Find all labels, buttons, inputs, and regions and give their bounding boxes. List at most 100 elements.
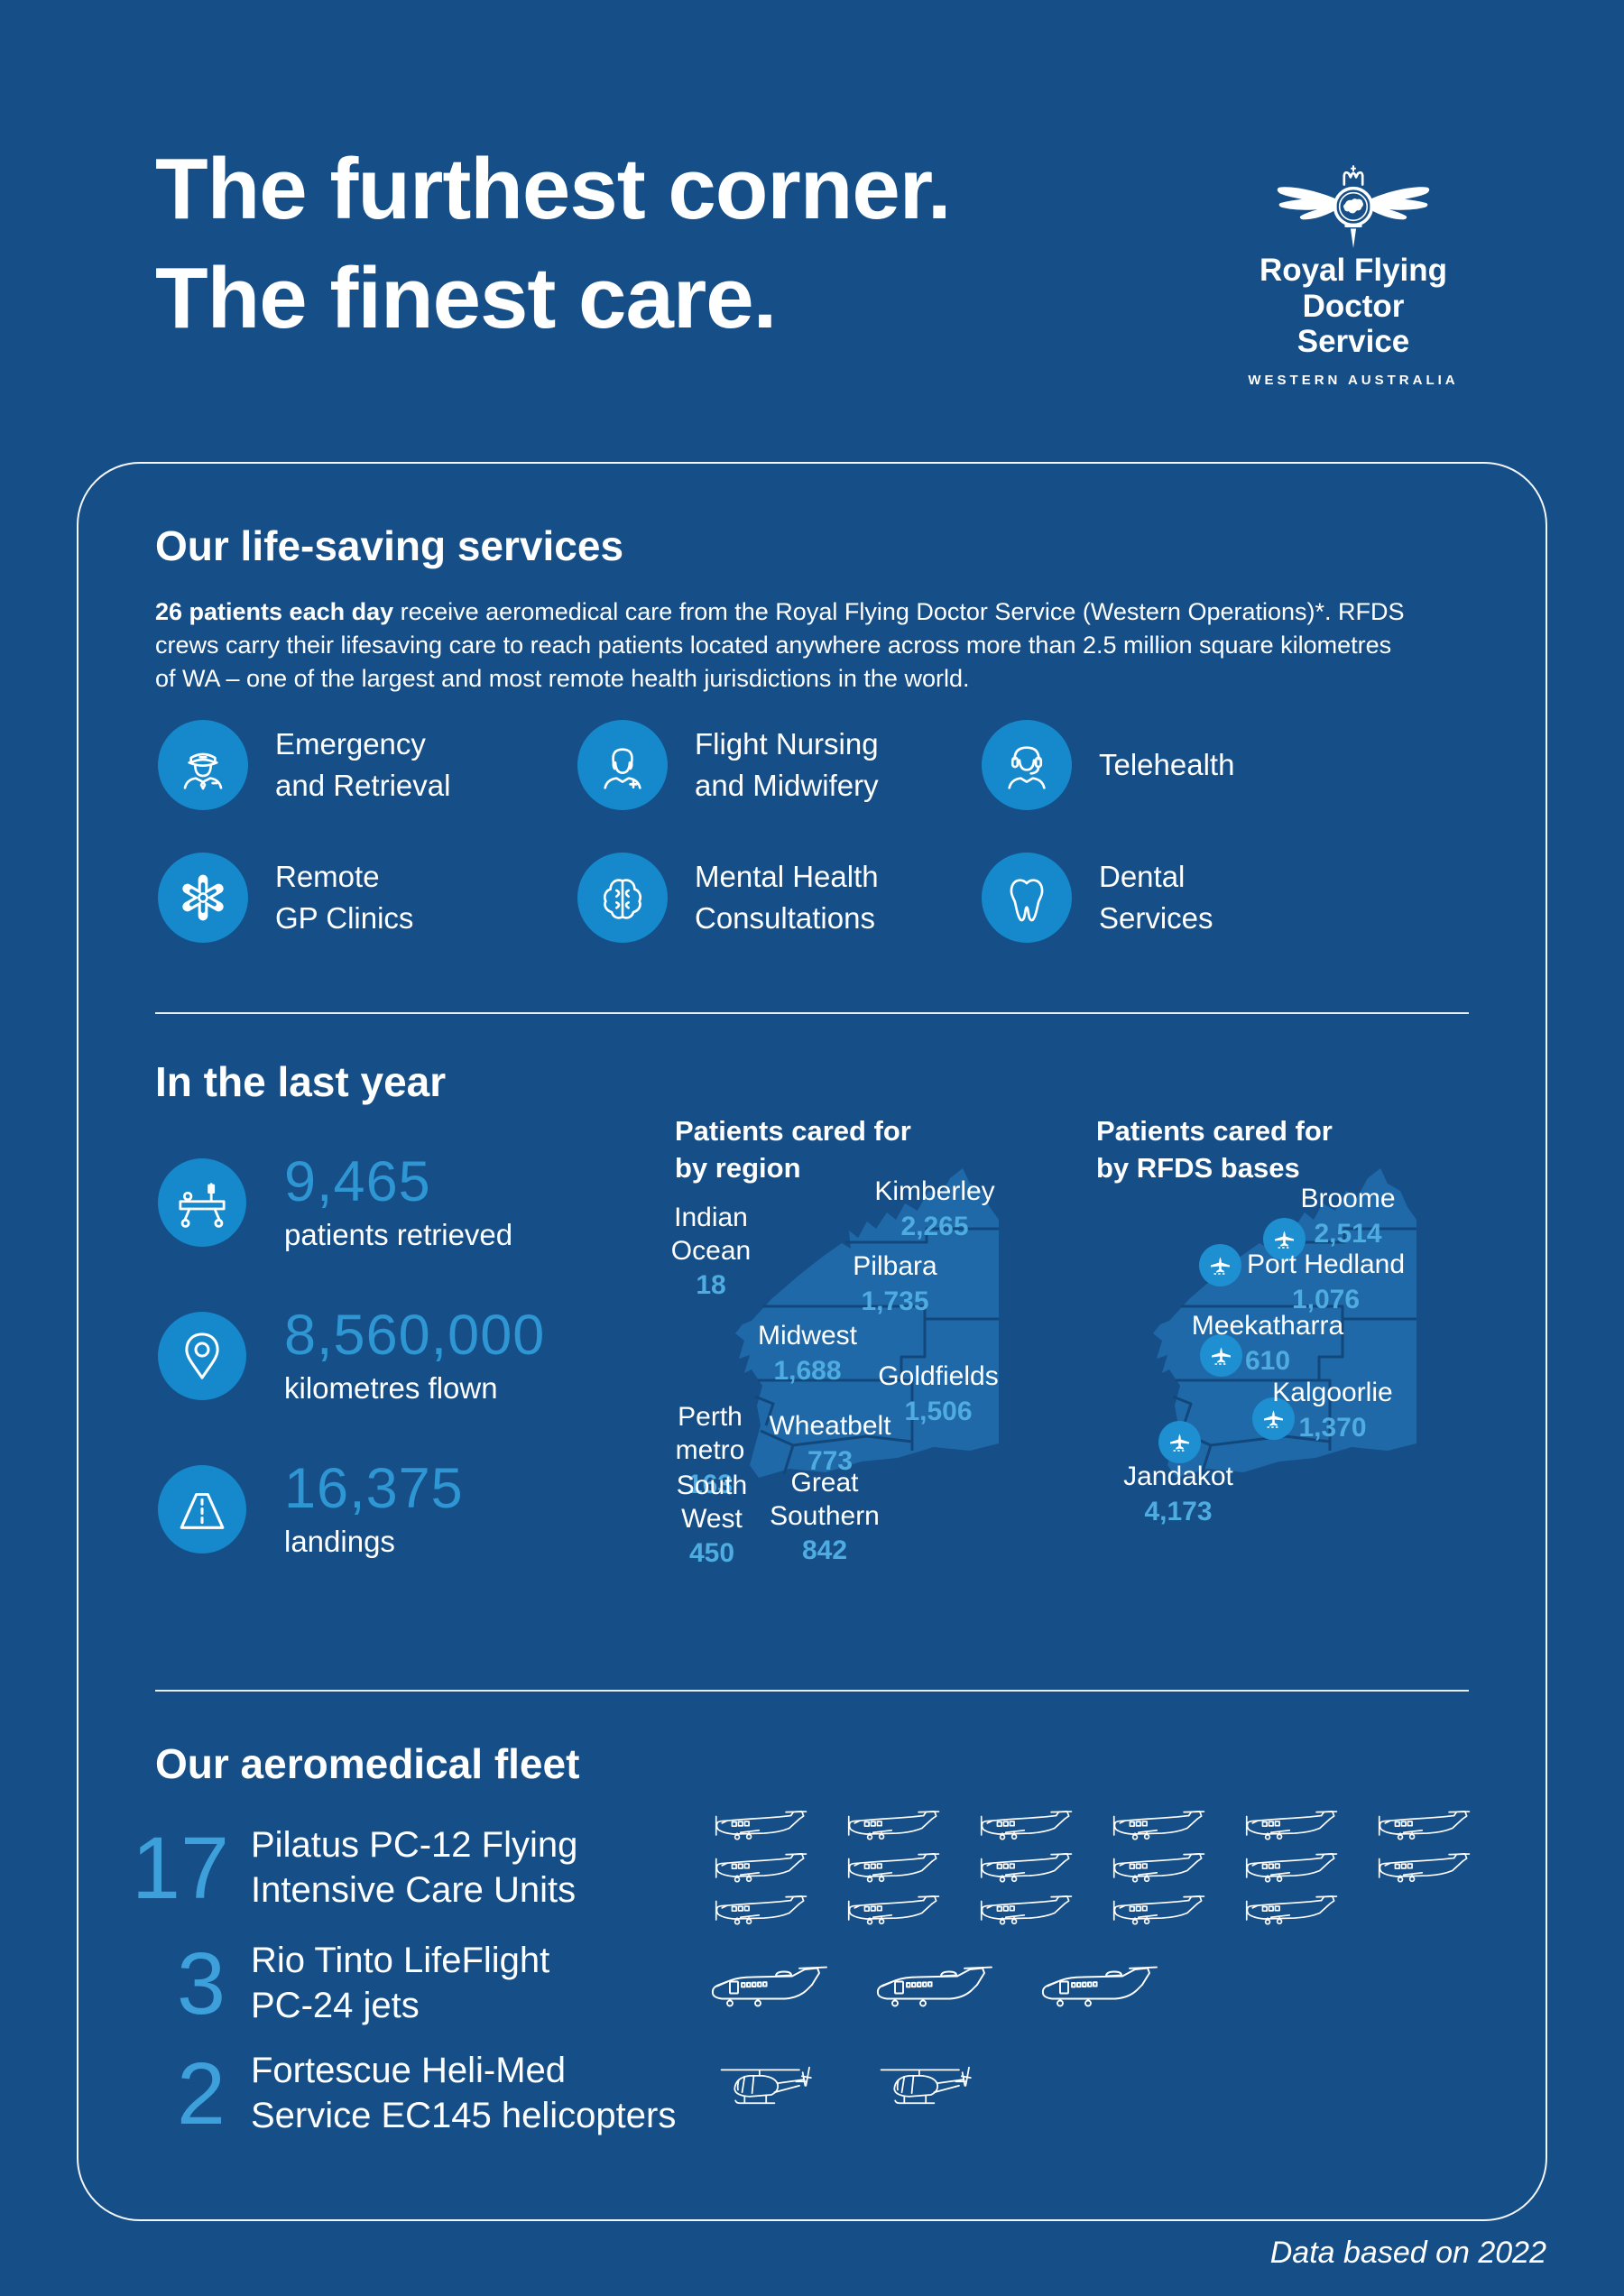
section-divider <box>155 1012 1469 1014</box>
pc12-plane-icon <box>1112 1895 1205 1925</box>
intro-bold: 26 patients each day <box>155 598 394 625</box>
service-label: Dental Services <box>1099 859 1213 935</box>
service-item-telehealth: Telehealth <box>982 720 1234 810</box>
stat-label: landings <box>284 1525 395 1559</box>
pc12-fleet-icons <box>706 1810 1518 1937</box>
service-item-mental-health: Mental Health Consultations <box>577 853 879 943</box>
service-item-emergency: Emergency and Retrieval <box>158 720 450 810</box>
stat-label: kilometres flown <box>284 1371 498 1406</box>
star-of-life-icon <box>158 853 248 943</box>
wa-bases-map <box>1153 1168 1416 1478</box>
fleet-count-pc24: 3 <box>177 1934 226 2033</box>
logo-name: Royal Flying Doctor Service <box>1259 253 1448 360</box>
rfds-wings-icon <box>1277 165 1430 248</box>
ec145-fleet-icons <box>706 2064 1025 2116</box>
pc12-plane-icon <box>847 1895 940 1925</box>
base-kalgoorlie: Kalgoorlie 1,370 <box>1272 1378 1393 1443</box>
service-label: Flight Nursing and Midwifery <box>695 726 879 802</box>
nurse-icon <box>577 720 668 810</box>
region-south-west: South West 450 <box>676 1471 748 1569</box>
page-title-line2: The finest care. <box>155 249 777 346</box>
region-great-southern: Great Southern 842 <box>770 1468 880 1566</box>
base-broome: Broome 2,514 <box>1300 1184 1396 1249</box>
stat-value: 9,465 <box>284 1150 431 1213</box>
pc12-plane-icon <box>847 1811 940 1840</box>
intro-rest: receive aeromedical care from the Royal … <box>155 598 1405 692</box>
fleet-label-pc12: Pilatus PC-12 Flying Intensive Care Unit… <box>251 1825 578 1911</box>
pc12-plane-icon <box>1112 1853 1205 1883</box>
pc12-plane-icon <box>847 1853 940 1883</box>
pc12-plane-icon <box>1112 1811 1205 1840</box>
service-item-remote-gp: Remote GP Clinics <box>158 853 413 943</box>
ec145-helicopter-icon <box>720 2066 812 2105</box>
pc12-plane-icon <box>1378 1853 1471 1883</box>
base-marker-plane-icon <box>1200 1334 1242 1377</box>
service-label: Mental Health Consultations <box>695 859 879 935</box>
pc12-plane-icon <box>1245 1853 1338 1883</box>
content-card-border <box>77 462 1547 2221</box>
runway-icon <box>158 1465 246 1554</box>
stat-value: 8,560,000 <box>284 1304 546 1367</box>
stat-patients-retrieved: 9,465 patients retrieved <box>158 1153 512 1252</box>
region-pilbara: Pilbara 1,735 <box>853 1251 937 1316</box>
services-intro: 26 patients each day receive aeromedical… <box>155 595 1418 696</box>
fleet-count-pc12: 17 <box>132 1819 229 1917</box>
region-midwest: Midwest 1,688 <box>757 1321 858 1386</box>
stat-kilometres-flown: 8,560,000 kilometres flown <box>158 1306 545 1406</box>
service-label: Remote GP Clinics <box>275 859 414 935</box>
base-marker-plane-icon <box>1199 1244 1241 1286</box>
pc12-plane-icon <box>1245 1895 1338 1925</box>
pc12-plane-icon <box>980 1895 1073 1925</box>
tooth-icon <box>982 853 1072 943</box>
region-wheatbelt: Wheatbelt 773 <box>769 1411 891 1476</box>
region-goldfields: Goldfields 1,506 <box>878 1361 999 1426</box>
footer-note: Data based on 2022 <box>1269 2236 1546 2270</box>
services-heading: Our life-saving services <box>155 522 624 569</box>
pc12-plane-icon <box>980 1853 1073 1883</box>
base-marker-plane-icon <box>1263 1218 1306 1260</box>
pc12-plane-icon <box>715 1895 807 1925</box>
pc24-fleet-icons <box>706 1963 1201 2017</box>
fleet-heading: Our aeromedical fleet <box>155 1740 580 1787</box>
pc12-plane-icon <box>980 1811 1073 1840</box>
base-meekatharra: Meekatharra 610 <box>1191 1311 1344 1376</box>
base-marker-plane-icon <box>1158 1421 1201 1463</box>
service-item-dental: Dental Services <box>982 853 1213 943</box>
pilot-icon <box>158 720 248 810</box>
fleet-count-ec145: 2 <box>177 2044 226 2143</box>
fleet-label-ec145: Fortescue Heli-Med Service EC145 helicop… <box>251 2051 677 2136</box>
brain-icon <box>577 853 668 943</box>
section-divider <box>155 1690 1469 1692</box>
base-jandakot: Jandakot 4,173 <box>1123 1462 1233 1526</box>
region-kimberley: Kimberley 2,265 <box>874 1176 995 1241</box>
region-indian-ocean: Indian Ocean 18 <box>670 1203 752 1301</box>
pc12-plane-icon <box>1245 1811 1338 1840</box>
pc12-plane-icon <box>715 1853 807 1883</box>
last-year-heading: In the last year <box>155 1058 447 1105</box>
wa-region-map <box>735 1168 999 1478</box>
bases-map-heading: Patients cared for by RFDS bases <box>1096 1115 1333 1184</box>
location-pin-icon <box>158 1312 246 1401</box>
pc12-plane-icon <box>1378 1811 1471 1840</box>
ec145-helicopter-icon <box>880 2066 972 2105</box>
service-label: Telehealth <box>1099 747 1235 781</box>
base-port-hedland: Port Hedland 1,076 <box>1246 1249 1406 1314</box>
page-title-line1: The furthest corner. <box>155 141 951 237</box>
fleet-label-pc24: Rio Tinto LifeFlight PC-24 jets <box>251 1941 550 2026</box>
pc24-jet-icon <box>1041 1966 1158 2007</box>
headset-person-icon <box>982 720 1072 810</box>
page-title: The furthest corner. The finest care. <box>155 135 951 354</box>
pc12-plane-icon <box>715 1811 807 1840</box>
service-label: Emergency and Retrieval <box>275 726 451 802</box>
region-perth-metro: Perth metro 163 <box>675 1402 745 1500</box>
pc24-jet-icon <box>711 1966 827 2007</box>
stat-label: patients retrieved <box>284 1218 513 1252</box>
rfds-logo: Royal Flying Doctor Service WESTERN AUST… <box>1243 159 1463 388</box>
logo-region: WESTERN AUSTRALIA <box>1248 372 1459 388</box>
service-item-flight-nursing: Flight Nursing and Midwifery <box>577 720 879 810</box>
stretcher-icon <box>158 1158 246 1248</box>
base-marker-plane-icon <box>1252 1397 1295 1440</box>
stat-value: 16,375 <box>284 1457 464 1520</box>
pc24-jet-icon <box>876 1966 992 2007</box>
